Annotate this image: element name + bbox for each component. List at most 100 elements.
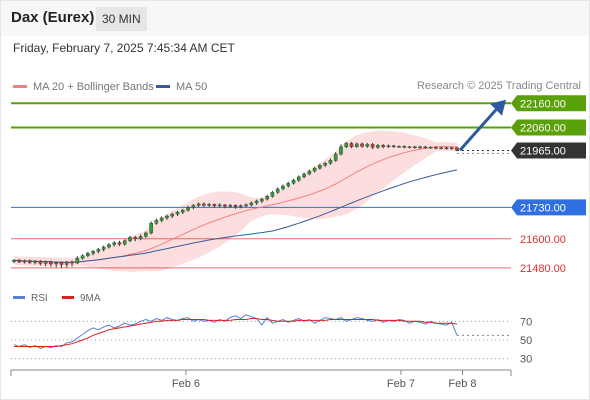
candle-body [86,253,90,256]
candle-body [175,211,180,215]
candle-body [402,146,407,148]
candle-body [217,204,222,207]
candle-body [33,260,37,263]
candle-body [360,143,364,147]
ma50-swatch [156,84,170,88]
candle-body [249,202,254,206]
candle-body [281,185,285,190]
candle-body [254,200,259,204]
candle-body [323,163,327,166]
candle-body [101,246,106,250]
candle-body [307,170,312,175]
x-tick-label: Feb 6 [172,378,200,390]
candle-body [349,143,354,148]
candle-body [286,182,291,187]
price-level-label: 21480.00 [520,263,566,275]
candle-body [391,145,396,148]
candle-body [207,204,211,206]
candle-body [223,204,227,207]
price-level-tag [511,95,586,112]
rsi-9ma-line [14,318,458,347]
candle-body [196,203,201,206]
candle-body [312,167,317,172]
price-level-label: 21730.00 [520,202,566,214]
price-level-tag [511,142,586,159]
candle-body [12,259,16,262]
candle-body [107,244,111,248]
candle-body [228,205,233,207]
legend-rsi: RSI [13,293,48,305]
x-tick-label: Feb 7 [387,378,415,390]
candle-body [381,145,385,148]
candle-body [144,232,148,237]
legend-9ma-label: 9MA [80,293,101,304]
candle-body [49,261,53,265]
candle-body [449,147,454,150]
candle-body [180,210,185,213]
candle-body [344,143,349,148]
candle-body [80,255,85,259]
candle-body [170,213,175,217]
candle-body [38,260,43,264]
candle-body [260,198,264,202]
candle-body [128,237,132,241]
candle-body [22,260,27,263]
candle-body [17,259,22,263]
timestamp: Friday, February 7, 2025 7:45:34 AM CET [13,41,235,55]
bollinger-swatch [13,84,27,88]
projection-arrow-shaft [458,108,498,152]
candle-body [91,251,95,254]
candle-body [275,188,280,193]
candle-body [413,146,417,149]
candle-body [159,217,164,221]
price-level-tag [511,119,586,136]
candle-body [386,145,391,148]
rsi-swatch [13,295,25,299]
rsi-tick-label: 50 [520,335,532,347]
candle-body [455,147,459,151]
candle-body [428,147,433,149]
candle-body [265,195,269,200]
candle-body [318,165,322,169]
timeframe-button[interactable]: 30 MIN [96,7,147,31]
candle-body [54,262,58,265]
candle-body [407,146,412,149]
candle-body [149,223,153,234]
candle-body [328,160,333,164]
candle-body [96,249,101,252]
bollinger-band [14,130,457,273]
candle-body [186,207,190,211]
candle-body [296,176,301,181]
candle-body [444,147,449,150]
x-tick-label: Feb 8 [448,378,476,390]
candle-body [154,220,159,224]
legend-ma50-label: MA 50 [176,81,208,93]
price-level-label: 21965.00 [520,145,566,157]
legend-9ma: 9MA [62,293,101,305]
legend-bollinger: MA 20 + Bollinger Bands [13,80,154,94]
candle-body [212,204,217,207]
legend-bollinger-label: MA 20 + Bollinger Bands [33,81,154,93]
candle-body [233,205,238,208]
candle-body [376,145,380,148]
candle-body [238,205,243,208]
legend-rsi-label: RSI [31,293,48,304]
candle-body [244,204,248,207]
candle-body [59,262,64,265]
candle-body [138,236,143,239]
candle-body [133,237,138,239]
price-level-tag [511,199,586,216]
instrument-title: Dax (Eurex) [11,9,95,26]
candle-body [165,215,169,219]
price-level-label: 22060.00 [520,122,566,134]
candle-body [291,180,296,184]
candle-body [439,147,443,150]
candle-body [365,144,370,147]
price-level-label: 22160.00 [520,98,566,110]
candle-body [117,242,122,245]
candle-body [202,203,206,206]
candle-body [423,146,428,149]
rsi-line [13,314,458,349]
candle-body [75,257,80,264]
